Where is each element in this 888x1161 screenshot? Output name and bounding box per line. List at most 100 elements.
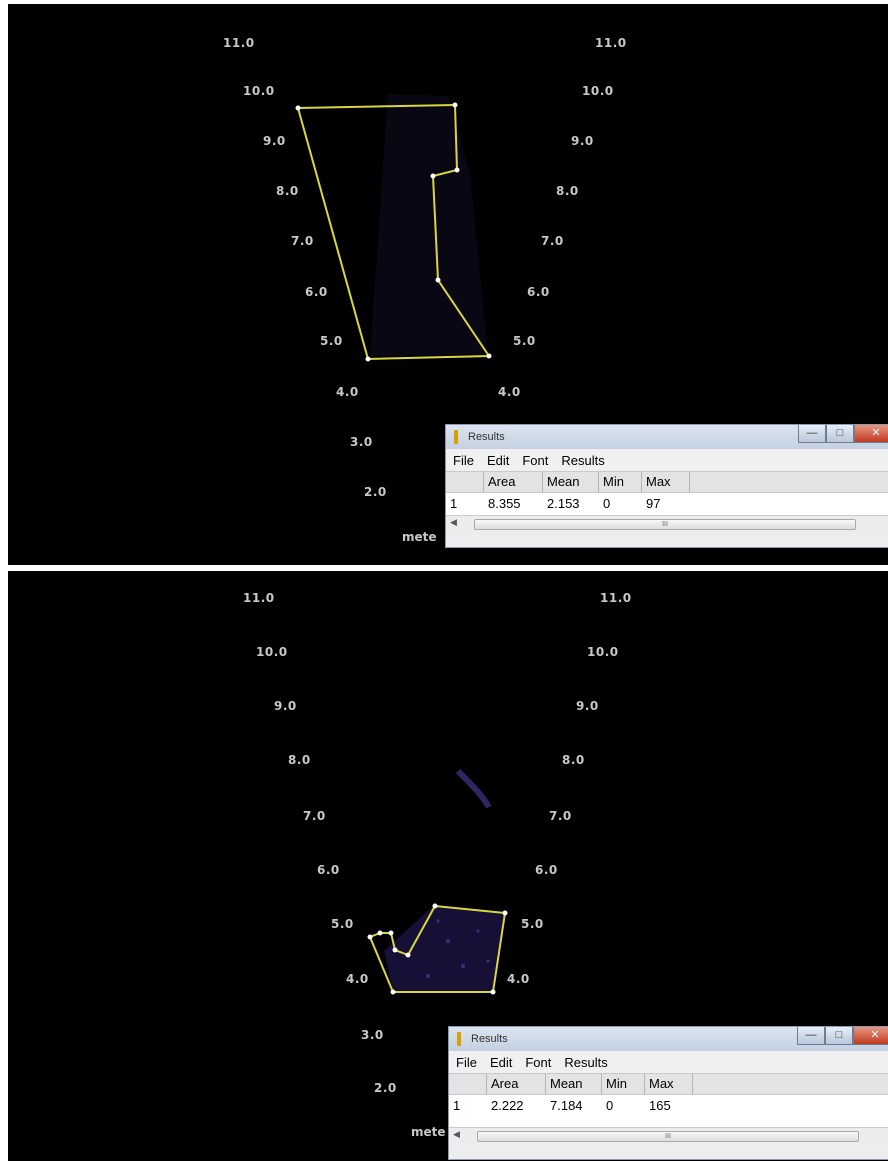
results-menubar: File Edit Font Results	[446, 449, 888, 471]
imagej-app-icon	[454, 430, 458, 444]
scroll-left-arrow-icon[interactable]: ◀	[450, 517, 457, 527]
results-titlebar[interactable]: Results — □ ✕	[449, 1027, 888, 1051]
close-button[interactable]: ✕	[854, 425, 888, 443]
range-tick-left: 4.0	[346, 972, 369, 986]
row-index: 1	[450, 496, 458, 511]
range-tick-left: 11.0	[243, 591, 275, 605]
column-header-mean[interactable]: Mean	[543, 472, 599, 492]
range-tick-right: 11.0	[600, 591, 632, 605]
range-tick-right: 6.0	[527, 285, 550, 299]
unit-label: mete	[402, 530, 437, 544]
range-tick-left: 5.0	[331, 917, 354, 931]
column-header[interactable]	[446, 472, 484, 492]
maximize-button[interactable]: □	[826, 425, 854, 443]
scroll-thumb[interactable]: III	[474, 519, 856, 530]
menu-file[interactable]: File	[453, 452, 474, 468]
results-titlebar[interactable]: Results — □ ✕	[446, 425, 888, 449]
range-tick-left: 10.0	[243, 84, 275, 98]
range-tick-left: 9.0	[263, 134, 286, 148]
table-row[interactable]: 1 8.355 2.153 0 97	[446, 493, 888, 515]
cell-area: 2.222	[491, 1098, 524, 1113]
results-window[interactable]: Results — □ ✕ File Edit Font Results Are…	[445, 424, 888, 548]
column-header-mean[interactable]: Mean	[546, 1074, 602, 1094]
range-tick-right: 7.0	[549, 809, 572, 823]
menu-file[interactable]: File	[456, 1054, 477, 1070]
imagej-app-icon	[457, 1032, 461, 1046]
cell-min: 0	[606, 1098, 614, 1113]
results-table-header: Area Mean Min Max	[446, 471, 888, 493]
roi-polygon-top	[297, 103, 491, 361]
range-tick-left: 2.0	[374, 1081, 397, 1095]
menu-results[interactable]: Results	[564, 1054, 608, 1070]
range-tick-right: 10.0	[587, 645, 619, 659]
cell-area: 8.355	[488, 496, 521, 511]
table-row[interactable]: 1 2.222 7.184 0 165	[449, 1095, 888, 1117]
unit-label: mete	[411, 1125, 446, 1139]
column-header-area[interactable]: Area	[487, 1074, 546, 1094]
minimize-button[interactable]: —	[798, 425, 826, 443]
results-window-title: Results	[468, 431, 505, 443]
menu-font[interactable]: Font	[525, 1054, 552, 1070]
results-window[interactable]: Results — □ ✕ File Edit Font Results Are…	[448, 1026, 888, 1160]
range-tick-left: 7.0	[303, 809, 326, 823]
roi-vertices-top	[295, 102, 492, 362]
range-tick-right: 9.0	[576, 699, 599, 713]
row-index: 1	[453, 1098, 461, 1113]
cell-max: 97	[646, 496, 661, 511]
table-empty-area	[449, 1117, 888, 1127]
range-tick-right: 5.0	[521, 917, 544, 931]
range-tick-right: 9.0	[571, 134, 594, 148]
roi-polygon-bottom	[368, 905, 507, 993]
range-tick-left: 11.0	[223, 36, 255, 50]
cell-min: 0	[603, 496, 611, 511]
range-tick-left: 10.0	[256, 645, 288, 659]
range-tick-right: 5.0	[513, 334, 536, 348]
range-tick-left: 3.0	[361, 1028, 384, 1042]
column-header-max[interactable]: Max	[642, 472, 690, 492]
menu-font[interactable]: Font	[522, 452, 549, 468]
maximize-button[interactable]: □	[825, 1027, 853, 1045]
menu-edit[interactable]: Edit	[486, 452, 510, 468]
range-tick-left: 3.0	[350, 435, 373, 449]
range-tick-left: 9.0	[274, 699, 297, 713]
range-tick-right: 4.0	[498, 385, 521, 399]
results-window-title: Results	[471, 1033, 508, 1045]
minimize-button[interactable]: —	[797, 1027, 825, 1045]
range-tick-left: 4.0	[336, 385, 359, 399]
column-header-min[interactable]: Min	[602, 1074, 645, 1094]
horizontal-scrollbar[interactable]: ◀ III	[449, 1127, 888, 1144]
cell-max: 165	[649, 1098, 671, 1113]
column-header-area[interactable]: Area	[484, 472, 543, 492]
range-tick-left: 5.0	[320, 334, 343, 348]
horizontal-scrollbar[interactable]: ◀ III	[446, 515, 888, 532]
range-tick-left: 7.0	[291, 234, 314, 248]
menu-edit[interactable]: Edit	[489, 1054, 513, 1070]
range-tick-right: 7.0	[541, 234, 564, 248]
range-tick-right: 6.0	[535, 863, 558, 877]
roi-vertices-bottom	[367, 903, 508, 995]
range-tick-left: 6.0	[305, 285, 328, 299]
sonar-scan-image-top	[295, 94, 492, 362]
range-tick-right: 10.0	[582, 84, 614, 98]
sonar-scan-image-bottom	[367, 768, 508, 995]
scroll-left-arrow-icon[interactable]: ◀	[453, 1129, 460, 1139]
column-header[interactable]	[449, 1074, 487, 1094]
column-header-max[interactable]: Max	[645, 1074, 693, 1094]
range-tick-left: 8.0	[288, 753, 311, 767]
close-button[interactable]: ✕	[853, 1027, 888, 1045]
scroll-thumb[interactable]: III	[477, 1131, 859, 1142]
menu-results[interactable]: Results	[561, 452, 605, 468]
range-tick-left: 2.0	[364, 485, 387, 499]
sonar-view-top: 11.0 10.0 9.0 8.0 7.0 6.0 5.0 4.0 3.0 2.…	[8, 4, 888, 565]
column-header-min[interactable]: Min	[599, 472, 642, 492]
range-tick-right: 8.0	[556, 184, 579, 198]
range-tick-left: 6.0	[317, 863, 340, 877]
cell-mean: 2.153	[547, 496, 580, 511]
range-tick-left: 8.0	[276, 184, 299, 198]
sonar-view-bottom: 11.0 10.0 9.0 8.0 7.0 6.0 5.0 4.0 3.0 2.…	[8, 571, 888, 1161]
cell-mean: 7.184	[550, 1098, 583, 1113]
range-tick-right: 4.0	[507, 972, 530, 986]
range-tick-right: 11.0	[595, 36, 627, 50]
results-table-header: Area Mean Min Max	[449, 1073, 888, 1095]
results-menubar: File Edit Font Results	[449, 1051, 888, 1073]
